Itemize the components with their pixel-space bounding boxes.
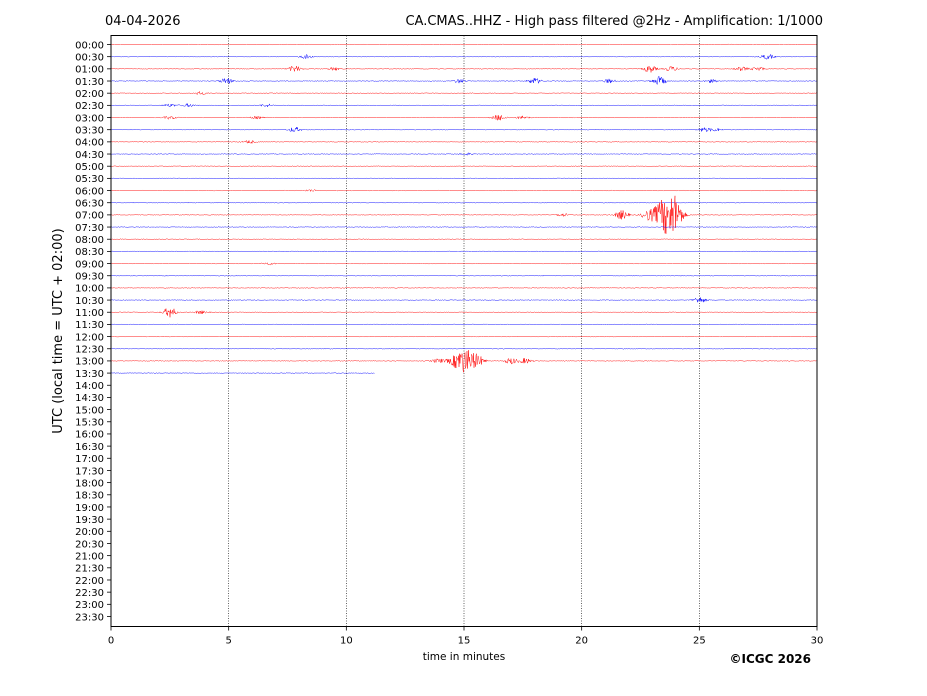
row-label-16:30: 16:30 bbox=[75, 442, 104, 453]
row-label-05:00: 05:00 bbox=[75, 162, 104, 173]
row-label-14:00: 14:00 bbox=[75, 381, 104, 392]
row-label-23:30: 23:30 bbox=[75, 612, 104, 623]
row-label-00:00: 00:00 bbox=[75, 40, 104, 51]
trace-row-10:00 bbox=[110, 287, 818, 289]
x-tick-label-5: 5 bbox=[225, 636, 231, 647]
row-label-11:30: 11:30 bbox=[75, 320, 104, 331]
row-label-00:30: 00:30 bbox=[75, 52, 104, 63]
x-tick-label-10: 10 bbox=[340, 636, 353, 647]
row-label-10:00: 10:00 bbox=[75, 284, 104, 295]
x-tick-label-20: 20 bbox=[575, 636, 588, 647]
row-label-18:00: 18:00 bbox=[75, 478, 104, 489]
trace-row-03:30 bbox=[110, 127, 818, 133]
trace-row-01:00 bbox=[110, 65, 818, 73]
row-label-01:00: 01:00 bbox=[75, 65, 104, 76]
row-label-13:30: 13:30 bbox=[75, 369, 104, 380]
row-label-02:30: 02:30 bbox=[75, 101, 104, 112]
date-label: 04-04-2026 bbox=[105, 14, 181, 29]
x-tick-label-25: 25 bbox=[693, 636, 706, 647]
x-tick-label-15: 15 bbox=[458, 636, 471, 647]
trace-row-04:00 bbox=[110, 139, 818, 144]
row-label-13:00: 13:00 bbox=[75, 357, 104, 368]
row-label-10:30: 10:30 bbox=[75, 296, 104, 307]
trace-row-06:00 bbox=[110, 189, 818, 193]
trace-row-09:00 bbox=[110, 262, 818, 266]
row-label-15:30: 15:30 bbox=[75, 418, 104, 429]
row-label-23:00: 23:00 bbox=[75, 600, 104, 611]
trace-row-09:30 bbox=[110, 274, 818, 277]
trace-row-02:30 bbox=[110, 103, 818, 108]
row-label-20:30: 20:30 bbox=[75, 539, 104, 550]
trace-row-07:00 bbox=[110, 195, 818, 234]
trace-row-10:30 bbox=[110, 297, 818, 303]
trace-row-08:00 bbox=[110, 238, 818, 240]
trace-row-13:00 bbox=[110, 350, 818, 373]
plot-frame bbox=[110, 35, 818, 627]
row-label-17:30: 17:30 bbox=[75, 466, 104, 477]
trace-row-12:30 bbox=[110, 348, 818, 350]
row-label-02:00: 02:00 bbox=[75, 89, 104, 100]
row-label-07:00: 07:00 bbox=[75, 211, 104, 222]
row-label-20:00: 20:00 bbox=[75, 527, 104, 538]
trace-row-11:00 bbox=[110, 308, 818, 318]
row-label-17:00: 17:00 bbox=[75, 454, 104, 465]
trace-row-05:30 bbox=[110, 177, 818, 180]
row-label-03:30: 03:30 bbox=[75, 125, 104, 136]
seismic-traces bbox=[110, 43, 818, 374]
row-label-05:30: 05:30 bbox=[75, 174, 104, 185]
row-label-19:30: 19:30 bbox=[75, 515, 104, 526]
y-axis-label: UTC (local time = UTC + 02:00) bbox=[51, 228, 66, 433]
x-axis-ticks: 0 5 10 15 20 25 30 bbox=[108, 626, 824, 647]
row-label-04:30: 04:30 bbox=[75, 150, 104, 161]
x-tick-label-0: 0 bbox=[108, 636, 114, 647]
x-axis-label: time in minutes bbox=[423, 651, 505, 663]
row-label-09:30: 09:30 bbox=[75, 272, 104, 283]
row-label-04:00: 04:00 bbox=[75, 138, 104, 149]
trace-row-12:00 bbox=[110, 335, 818, 338]
row-label-11:00: 11:00 bbox=[75, 308, 104, 319]
row-label-08:30: 08:30 bbox=[75, 247, 104, 258]
row-label-21:00: 21:00 bbox=[75, 551, 104, 562]
row-label-18:30: 18:30 bbox=[75, 491, 104, 502]
trace-row-02:00 bbox=[110, 90, 818, 95]
row-label-09:00: 09:00 bbox=[75, 259, 104, 270]
trace-row-01:30 bbox=[110, 75, 818, 85]
trace-row-07:30 bbox=[110, 226, 818, 228]
row-label-06:00: 06:00 bbox=[75, 186, 104, 197]
trace-row-05:00 bbox=[110, 165, 818, 167]
trace-row-00:30 bbox=[110, 53, 818, 60]
trace-row-04:30 bbox=[110, 152, 818, 156]
trace-row-13:30 bbox=[110, 372, 375, 374]
row-label-22:30: 22:30 bbox=[75, 588, 104, 599]
row-label-22:00: 22:00 bbox=[75, 576, 104, 587]
row-label-14:30: 14:30 bbox=[75, 393, 104, 404]
row-label-06:30: 06:30 bbox=[75, 199, 104, 210]
row-label-15:00: 15:00 bbox=[75, 405, 104, 416]
row-label-12:30: 12:30 bbox=[75, 345, 104, 356]
row-label-03:00: 03:00 bbox=[75, 113, 104, 124]
chart-title: CA.CMAS..HHZ - High pass filtered @2Hz -… bbox=[405, 14, 823, 29]
x-tick-label-30: 30 bbox=[811, 636, 824, 647]
copyright-label: ©ICGC 2026 bbox=[729, 652, 811, 666]
row-label-16:00: 16:00 bbox=[75, 430, 104, 441]
row-label-21:30: 21:30 bbox=[75, 564, 104, 575]
trace-row-03:00 bbox=[110, 114, 818, 122]
row-label-01:30: 01:30 bbox=[75, 77, 104, 88]
trace-row-06:30 bbox=[110, 201, 818, 204]
trace-row-11:30 bbox=[110, 323, 818, 326]
row-label-08:00: 08:00 bbox=[75, 235, 104, 246]
row-label-19:00: 19:00 bbox=[75, 503, 104, 514]
trace-row-00:00 bbox=[110, 43, 818, 46]
row-label-12:00: 12:00 bbox=[75, 332, 104, 343]
row-label-07:30: 07:30 bbox=[75, 223, 104, 234]
trace-row-08:30 bbox=[110, 250, 818, 253]
vertical-gridlines bbox=[228, 35, 700, 627]
